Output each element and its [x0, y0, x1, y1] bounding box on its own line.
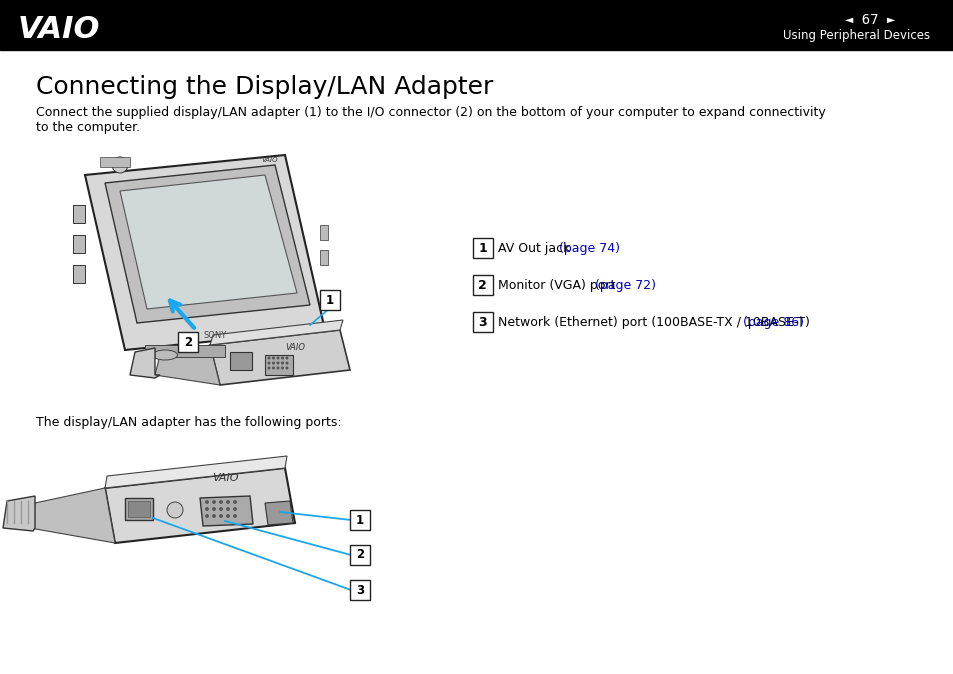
Polygon shape [154, 345, 220, 385]
Text: Monitor (VGA) port: Monitor (VGA) port [497, 278, 618, 292]
Circle shape [286, 357, 288, 359]
Circle shape [112, 157, 128, 173]
Text: (page 86): (page 86) [741, 315, 802, 329]
Circle shape [227, 508, 229, 510]
Circle shape [281, 362, 283, 364]
Text: VAIO: VAIO [18, 16, 100, 44]
Text: AV Out jack: AV Out jack [497, 241, 574, 255]
FancyBboxPatch shape [350, 580, 370, 600]
Circle shape [281, 357, 283, 359]
Circle shape [227, 501, 229, 503]
Bar [128, 501, 150, 517]
Circle shape [213, 501, 215, 503]
FancyBboxPatch shape [178, 332, 198, 352]
Circle shape [277, 367, 278, 369]
Bar [0, 0, 953, 50]
Text: 1: 1 [355, 514, 364, 526]
Polygon shape [200, 496, 253, 526]
FancyBboxPatch shape [473, 275, 492, 295]
Polygon shape [105, 165, 310, 323]
Text: VAIO: VAIO [261, 157, 278, 163]
Circle shape [268, 362, 270, 364]
Text: (page 74): (page 74) [558, 241, 619, 255]
Circle shape [206, 508, 208, 510]
Bar [145, 345, 225, 357]
Circle shape [206, 515, 208, 517]
Circle shape [219, 508, 222, 510]
Text: Network (Ethernet) port (100BASE-TX / 10BASE-T): Network (Ethernet) port (100BASE-TX / 10… [497, 315, 813, 329]
Bar [73, 235, 85, 253]
Bar [265, 355, 293, 375]
Polygon shape [105, 468, 294, 543]
Text: 2: 2 [477, 278, 487, 292]
Bar [73, 205, 85, 223]
Bar [319, 225, 328, 240]
FancyBboxPatch shape [473, 238, 492, 258]
Text: The display/LAN adapter has the following ports:: The display/LAN adapter has the followin… [36, 416, 341, 429]
Circle shape [281, 367, 283, 369]
FancyBboxPatch shape [350, 545, 370, 565]
Text: to the computer.: to the computer. [36, 121, 140, 134]
Text: 1: 1 [326, 293, 334, 307]
FancyArrowPatch shape [170, 301, 194, 328]
Polygon shape [210, 330, 350, 385]
Text: 3: 3 [477, 315, 487, 329]
Text: 2: 2 [355, 549, 364, 561]
Circle shape [233, 515, 236, 517]
Polygon shape [85, 155, 325, 350]
Circle shape [268, 367, 270, 369]
Bar [125, 498, 152, 520]
Circle shape [273, 357, 274, 359]
Polygon shape [265, 501, 293, 525]
FancyBboxPatch shape [350, 510, 370, 530]
Text: VAIO: VAIO [285, 344, 305, 353]
Circle shape [227, 515, 229, 517]
Circle shape [233, 501, 236, 503]
Circle shape [167, 502, 183, 518]
Circle shape [277, 357, 278, 359]
Circle shape [219, 501, 222, 503]
Circle shape [219, 515, 222, 517]
Text: (page 72): (page 72) [594, 278, 655, 292]
Polygon shape [120, 175, 296, 309]
Text: Connect the supplied display/LAN adapter (1) to the I/O connector (2) on the bot: Connect the supplied display/LAN adapter… [36, 106, 825, 119]
Bar [230, 352, 252, 370]
Bar [73, 265, 85, 283]
Circle shape [268, 357, 270, 359]
Text: SONY: SONY [203, 330, 227, 340]
Circle shape [213, 515, 215, 517]
Bar [100, 157, 130, 167]
Bar [319, 250, 328, 265]
Text: Using Peripheral Devices: Using Peripheral Devices [782, 30, 929, 42]
Text: ◄ 67 ►: ◄ 67 ► [844, 13, 894, 27]
Circle shape [233, 508, 236, 510]
Polygon shape [3, 496, 35, 531]
Ellipse shape [152, 350, 177, 360]
Text: Connecting the Display/LAN Adapter: Connecting the Display/LAN Adapter [36, 75, 493, 99]
Text: 2: 2 [184, 336, 192, 348]
FancyBboxPatch shape [319, 290, 339, 310]
Polygon shape [105, 456, 287, 488]
Circle shape [286, 367, 288, 369]
Circle shape [273, 362, 274, 364]
Circle shape [206, 501, 208, 503]
Polygon shape [210, 320, 343, 345]
Circle shape [277, 362, 278, 364]
Text: 3: 3 [355, 584, 364, 596]
Text: VAIO: VAIO [212, 473, 238, 483]
Circle shape [213, 508, 215, 510]
Polygon shape [30, 488, 115, 543]
FancyBboxPatch shape [473, 312, 492, 332]
Text: 1: 1 [477, 241, 487, 255]
Circle shape [286, 362, 288, 364]
Circle shape [273, 367, 274, 369]
Polygon shape [130, 348, 160, 378]
